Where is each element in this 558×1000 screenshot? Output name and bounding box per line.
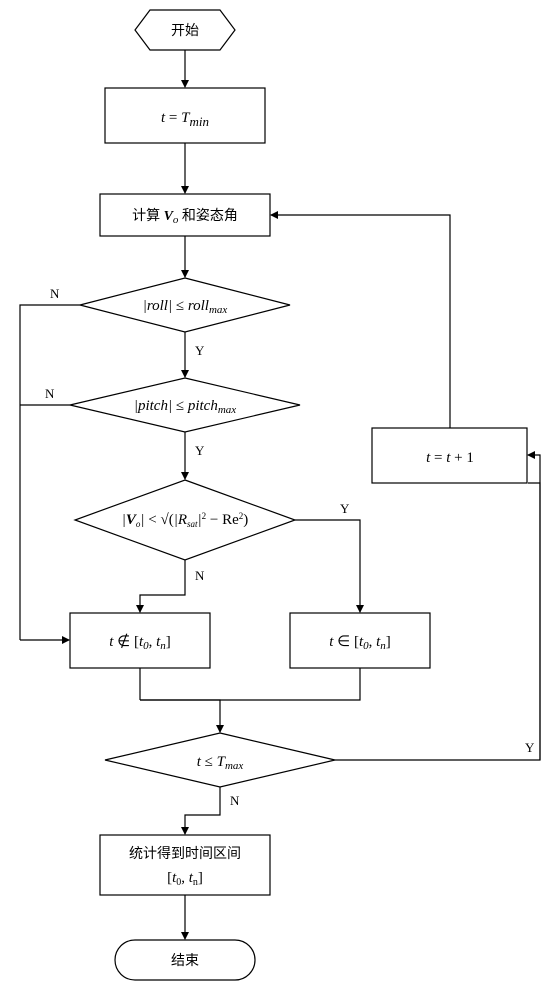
node-init: t = Tmin — [105, 88, 265, 143]
svg-text:[t0, tn]: [t0, tn] — [167, 870, 203, 888]
node-incr-group: t = t + 1 — [372, 428, 527, 483]
edge-vo-notin — [140, 560, 185, 612]
roll-no-label: N — [50, 286, 60, 301]
node-end: 结束 — [115, 940, 255, 980]
edge-merge-tmax — [140, 700, 220, 732]
flowchart-svg: 开始 t = Tmin 计算 Vo 和姿态角 |roll| ≤ rollmax … — [0, 0, 558, 1000]
node-tmax: t ≤ Tmax — [105, 733, 335, 787]
node-start: 开始 — [135, 10, 235, 50]
svg-text:t = t + 1: t = t + 1 — [426, 450, 474, 466]
node-notin: t ∉ [t0, tn] — [70, 613, 210, 668]
node-stat: 统计得到时间区间 [t0, tn] — [100, 835, 270, 895]
vo-yes-label: Y — [340, 501, 350, 516]
tmax-no-label: N — [230, 793, 240, 808]
node-isin: t ∈ [t0, tn] — [290, 613, 430, 668]
svg-text:|Vo| < √(|Rsat|2 − Re2): |Vo| < √(|Rsat|2 − Re2) — [122, 511, 249, 529]
pitch-no-label: N — [45, 386, 55, 401]
edge-roll-left — [20, 305, 80, 640]
node-pitch: |pitch| ≤ pitchmax — [70, 378, 300, 432]
edge-tmax-incr — [335, 483, 540, 760]
edge-tmax-stat — [185, 787, 220, 834]
edge-isin-merge — [140, 668, 360, 700]
tmax-yes-label: Y — [525, 740, 535, 755]
pitch-yes-label: Y — [195, 443, 205, 458]
roll-yes-label: Y — [195, 343, 205, 358]
svg-text:t ≤ Tmax: t ≤ Tmax — [197, 754, 244, 772]
node-vo: |Vo| < √(|Rsat|2 − Re2) — [75, 480, 295, 560]
node-calc: 计算 Vo 和姿态角 — [100, 194, 270, 236]
edge-vo-isin — [295, 520, 360, 612]
edge-incr-calc — [271, 215, 450, 428]
svg-text:|pitch| ≤ pitchmax: |pitch| ≤ pitchmax — [134, 398, 236, 416]
svg-text:t ∉ [t0, tn]: t ∉ [t0, tn] — [109, 633, 171, 652]
node-roll: |roll| ≤ rollmax — [80, 278, 290, 332]
svg-text:计算 Vo 和姿态角: 计算 Vo 和姿态角 — [132, 208, 238, 226]
vo-no-label: N — [195, 568, 205, 583]
svg-text:|roll| ≤ rollmax: |roll| ≤ rollmax — [143, 298, 228, 316]
edge-loop-right — [528, 455, 540, 760]
svg-text:t ∈ [t0, tn]: t ∈ [t0, tn] — [329, 634, 391, 652]
start-label: 开始 — [171, 23, 199, 39]
end-label: 结束 — [171, 953, 199, 969]
svg-text:t = Tmin: t = Tmin — [161, 110, 209, 129]
stat-line1: 统计得到时间区间 — [129, 845, 241, 862]
